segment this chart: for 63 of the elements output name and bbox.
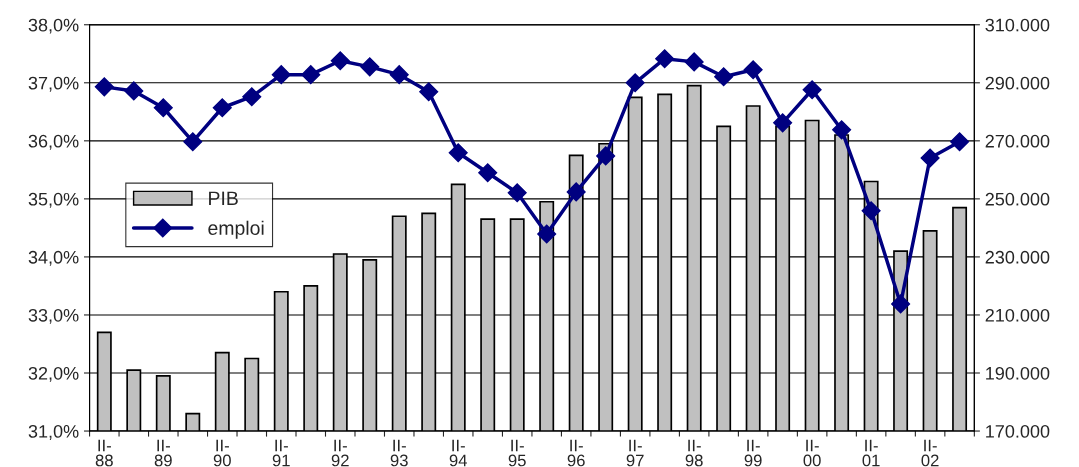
point: [596, 146, 616, 166]
x-tick-label: II- 00: [803, 439, 821, 467]
point: [684, 52, 704, 72]
x-tick-label: II- 89: [154, 439, 172, 467]
point: [655, 49, 675, 69]
x-tick-label: II- 98: [685, 439, 703, 467]
point: [861, 201, 881, 221]
legend-label: PIB: [209, 191, 238, 206]
point: [714, 67, 734, 87]
point: [183, 132, 203, 152]
point: [360, 57, 380, 77]
x-tick-label: II- 97: [626, 439, 644, 467]
point: [94, 77, 114, 97]
legend-label: emploi: [208, 220, 264, 239]
x-tick-label: II- 91: [272, 439, 290, 467]
y2-tick-label: 250.000: [985, 192, 1050, 206]
point: [566, 182, 586, 202]
y-tick-label: 37,0%: [28, 76, 79, 92]
y2-tick-label: 290.000: [985, 76, 1050, 90]
point: [124, 81, 144, 101]
x-tick-label: II- 92: [331, 439, 349, 467]
point: [743, 60, 763, 80]
y-tick-label: 36,0%: [28, 134, 79, 150]
point: [271, 65, 291, 85]
y2-tick-label: 210.000: [985, 308, 1050, 322]
y2-tick-label: 190.000: [986, 366, 1050, 380]
point: [773, 113, 793, 133]
y-tick-label: 35,0%: [28, 192, 79, 208]
y2-tick-label: 270.000: [985, 134, 1050, 148]
point: [242, 87, 262, 107]
y-tick-label: 34,0%: [28, 250, 79, 266]
point: [507, 183, 527, 203]
point: [802, 80, 822, 100]
x-tick-label: II- 93: [390, 439, 408, 467]
x-tick-label: II- 99: [744, 439, 762, 467]
x-tick-label: II- 90: [213, 439, 231, 467]
point: [537, 224, 557, 244]
y-tick-label: 33,0%: [28, 308, 79, 324]
point: [891, 294, 911, 314]
x-tick-label: II- 95: [508, 439, 526, 467]
y-tick-label: 31,0%: [28, 424, 79, 440]
point: [950, 132, 970, 152]
point: [448, 143, 468, 163]
y2-tick-label: 230.000: [985, 250, 1050, 264]
point: [419, 82, 439, 102]
y2-tick-label: 310.000: [985, 18, 1050, 32]
point: [389, 65, 409, 85]
y-tick-label: 38,0%: [28, 18, 79, 34]
y-tick-label: 32,0%: [28, 366, 79, 382]
x-tick-label: II- 96: [567, 439, 585, 467]
point: [301, 65, 321, 85]
x-tick-label: II- 01: [862, 439, 880, 467]
point: [478, 163, 498, 183]
y2-tick-label: 170.000: [986, 424, 1050, 438]
point: [212, 98, 232, 118]
point: [330, 51, 350, 71]
x-tick-label: II- 88: [95, 439, 113, 467]
point: [153, 98, 173, 118]
point: [625, 73, 645, 93]
point: [832, 120, 852, 140]
point: [920, 148, 940, 168]
x-tick-label: II- 02: [921, 439, 939, 467]
x-tick-label: II- 94: [449, 439, 467, 467]
